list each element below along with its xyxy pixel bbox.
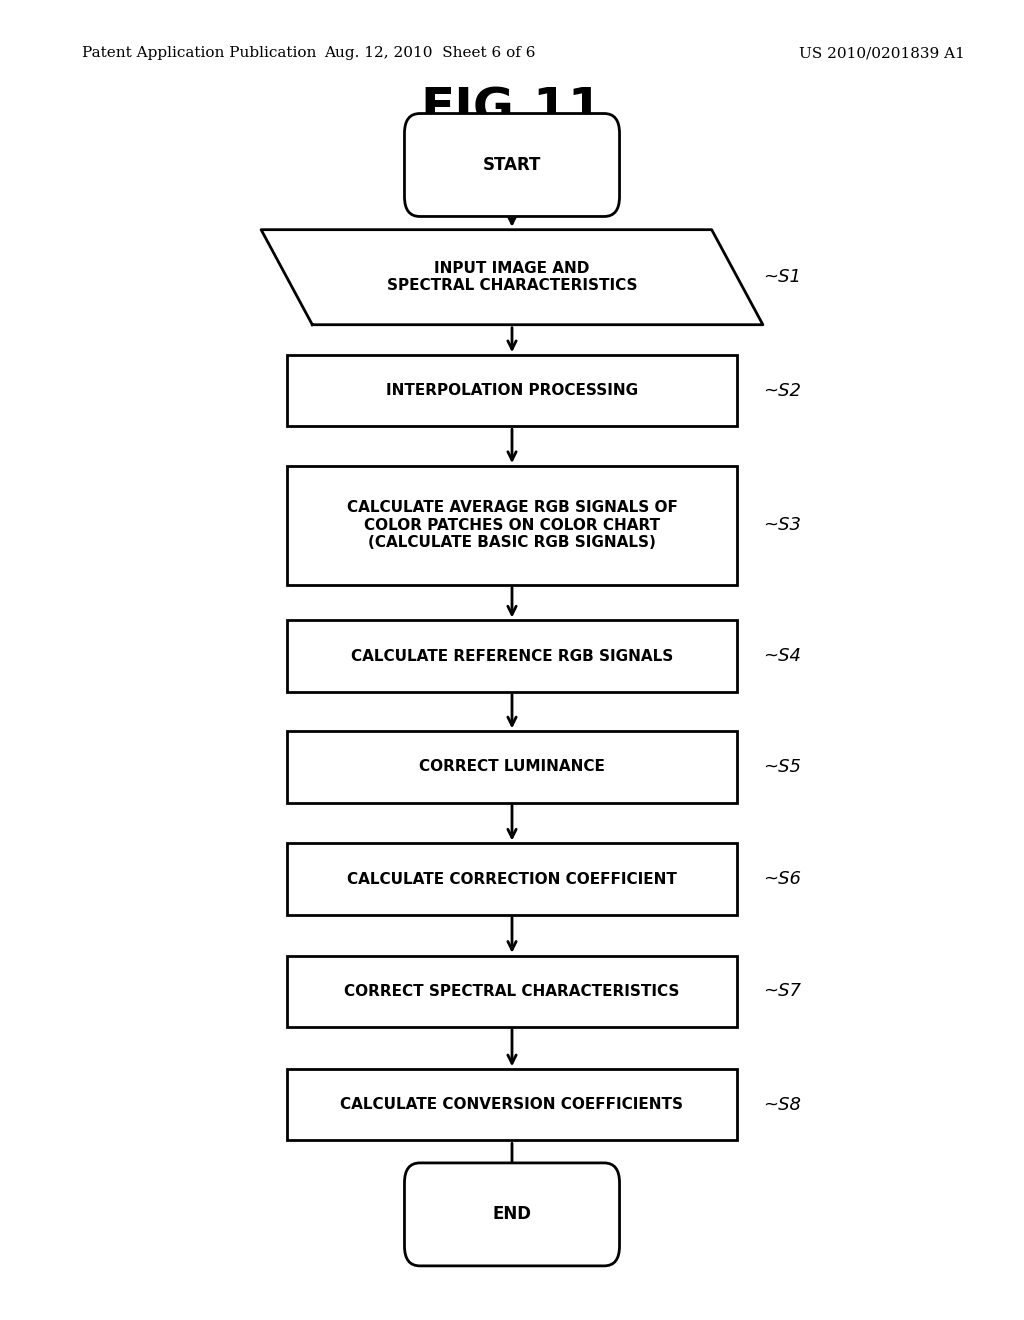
Polygon shape (261, 230, 763, 325)
FancyBboxPatch shape (287, 956, 737, 1027)
Text: START: START (482, 156, 542, 174)
FancyBboxPatch shape (287, 731, 737, 803)
Text: CALCULATE REFERENCE RGB SIGNALS: CALCULATE REFERENCE RGB SIGNALS (351, 648, 673, 664)
Text: CORRECT SPECTRAL CHARACTERISTICS: CORRECT SPECTRAL CHARACTERISTICS (344, 983, 680, 999)
Text: CALCULATE CONVERSION COEFFICIENTS: CALCULATE CONVERSION COEFFICIENTS (341, 1097, 683, 1113)
Text: ~S2: ~S2 (763, 381, 801, 400)
Text: Patent Application Publication: Patent Application Publication (82, 46, 316, 61)
FancyBboxPatch shape (404, 114, 620, 216)
Text: ~S1: ~S1 (763, 268, 801, 286)
Text: END: END (493, 1205, 531, 1224)
Text: ~S3: ~S3 (763, 516, 801, 535)
Text: ~S7: ~S7 (763, 982, 801, 1001)
Text: ~S5: ~S5 (763, 758, 801, 776)
Text: ~S8: ~S8 (763, 1096, 801, 1114)
FancyBboxPatch shape (287, 620, 737, 692)
FancyBboxPatch shape (287, 1069, 737, 1140)
Text: ~S4: ~S4 (763, 647, 801, 665)
Text: CALCULATE AVERAGE RGB SIGNALS OF
COLOR PATCHES ON COLOR CHART
(CALCULATE BASIC R: CALCULATE AVERAGE RGB SIGNALS OF COLOR P… (346, 500, 678, 550)
FancyBboxPatch shape (287, 355, 737, 426)
FancyBboxPatch shape (287, 466, 737, 585)
Text: ~S6: ~S6 (763, 870, 801, 888)
Text: US 2010/0201839 A1: US 2010/0201839 A1 (799, 46, 965, 61)
Text: CALCULATE CORRECTION COEFFICIENT: CALCULATE CORRECTION COEFFICIENT (347, 871, 677, 887)
FancyBboxPatch shape (287, 843, 737, 915)
FancyBboxPatch shape (404, 1163, 620, 1266)
Text: Aug. 12, 2010  Sheet 6 of 6: Aug. 12, 2010 Sheet 6 of 6 (325, 46, 536, 61)
Text: INPUT IMAGE AND
SPECTRAL CHARACTERISTICS: INPUT IMAGE AND SPECTRAL CHARACTERISTICS (387, 261, 637, 293)
Text: FIG.11: FIG.11 (421, 86, 603, 133)
Text: CORRECT LUMINANCE: CORRECT LUMINANCE (419, 759, 605, 775)
Text: INTERPOLATION PROCESSING: INTERPOLATION PROCESSING (386, 383, 638, 399)
